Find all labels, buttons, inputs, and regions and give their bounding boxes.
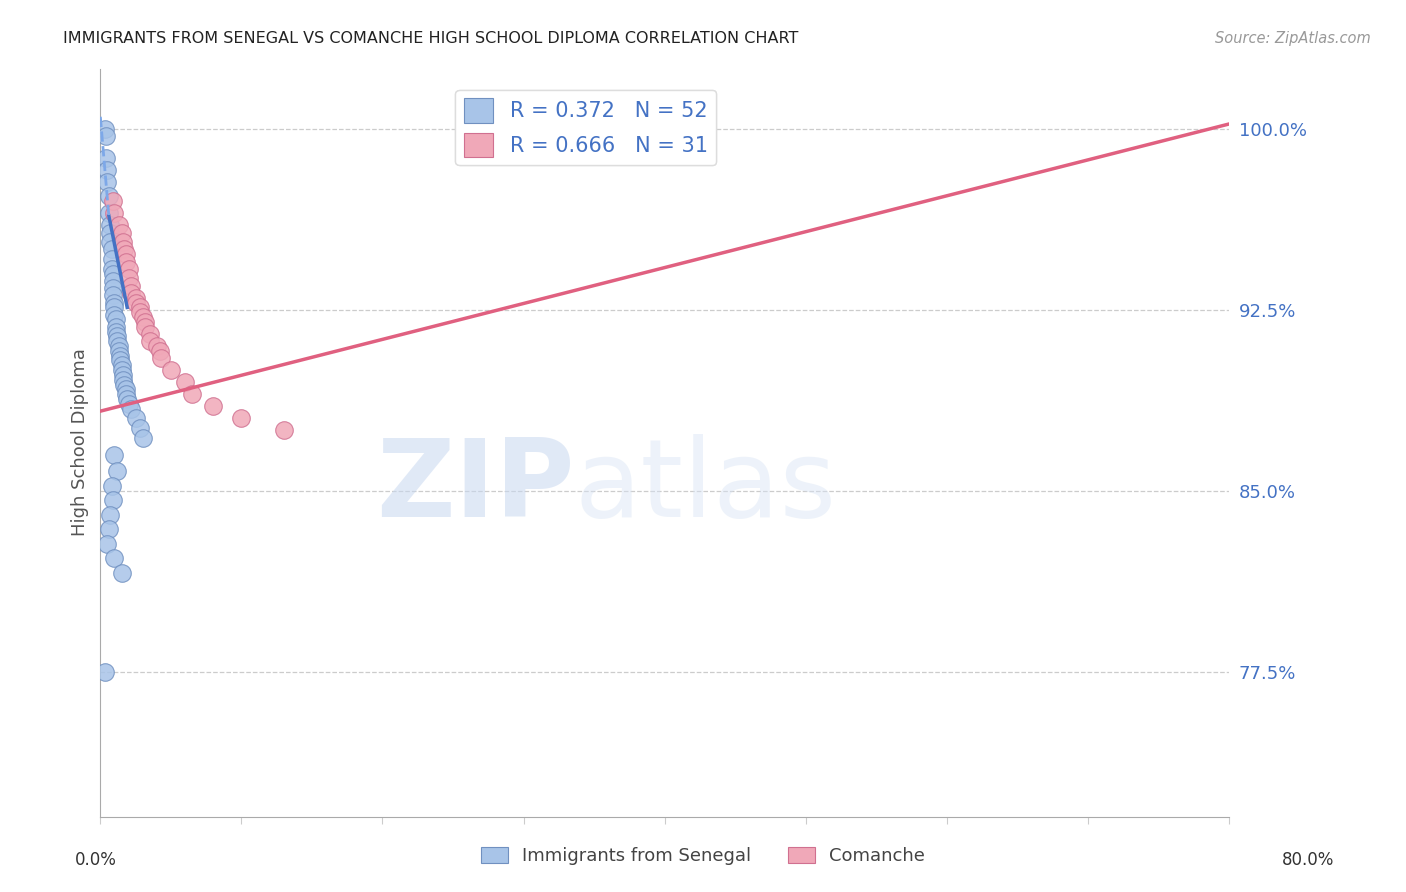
Point bbox=[110, 566, 132, 580]
Text: 0.0%: 0.0% bbox=[75, 851, 117, 869]
Point bbox=[696, 121, 718, 136]
Point bbox=[103, 551, 125, 566]
Point bbox=[111, 235, 134, 250]
Point bbox=[108, 349, 131, 363]
Point bbox=[110, 226, 132, 240]
Point bbox=[98, 235, 121, 250]
Point bbox=[97, 522, 120, 536]
Point bbox=[120, 285, 142, 300]
Point bbox=[112, 243, 135, 257]
Point bbox=[105, 334, 128, 348]
Y-axis label: High School Diploma: High School Diploma bbox=[72, 349, 89, 536]
Point bbox=[100, 479, 122, 493]
Point bbox=[107, 343, 129, 358]
Point bbox=[100, 261, 122, 276]
Point bbox=[117, 397, 139, 411]
Point bbox=[104, 325, 127, 339]
Point bbox=[98, 219, 121, 233]
Point bbox=[93, 665, 115, 679]
Point bbox=[138, 326, 160, 341]
Point bbox=[93, 121, 115, 136]
Point bbox=[120, 401, 142, 416]
Point bbox=[107, 219, 129, 233]
Point bbox=[103, 301, 125, 315]
Text: IMMIGRANTS FROM SENEGAL VS COMANCHE HIGH SCHOOL DIPLOMA CORRELATION CHART: IMMIGRANTS FROM SENEGAL VS COMANCHE HIGH… bbox=[63, 31, 799, 46]
Point bbox=[174, 375, 197, 389]
Point bbox=[114, 254, 136, 268]
Point bbox=[128, 421, 150, 435]
Point bbox=[105, 465, 128, 479]
Point bbox=[94, 151, 117, 165]
Point bbox=[104, 312, 127, 326]
Point bbox=[131, 310, 153, 324]
Point bbox=[100, 252, 122, 267]
Legend: Immigrants from Senegal, Comanche: Immigrants from Senegal, Comanche bbox=[474, 839, 932, 872]
Text: ZIP: ZIP bbox=[375, 434, 574, 541]
Point bbox=[101, 281, 124, 295]
Point bbox=[101, 274, 124, 288]
Point bbox=[103, 206, 125, 220]
Point bbox=[146, 339, 169, 353]
Point bbox=[114, 383, 136, 397]
Point bbox=[101, 288, 124, 302]
Text: atlas: atlas bbox=[574, 434, 837, 541]
Point bbox=[96, 175, 118, 189]
Point bbox=[103, 308, 125, 322]
Point bbox=[110, 363, 132, 377]
Point bbox=[94, 129, 117, 144]
Point bbox=[160, 363, 183, 377]
Point bbox=[128, 305, 150, 319]
Point bbox=[273, 424, 295, 438]
Point bbox=[117, 271, 139, 285]
Point bbox=[112, 377, 135, 392]
Point bbox=[124, 295, 146, 310]
Point bbox=[231, 411, 253, 425]
Point bbox=[111, 368, 134, 382]
Point bbox=[100, 243, 122, 257]
Point bbox=[105, 329, 128, 343]
Point bbox=[134, 319, 156, 334]
Point bbox=[96, 537, 118, 551]
Point bbox=[114, 247, 136, 261]
Point bbox=[96, 162, 118, 177]
Point bbox=[97, 206, 120, 220]
Point bbox=[107, 339, 129, 353]
Point bbox=[134, 315, 156, 329]
Legend: R = 0.372   N = 52, R = 0.666   N = 31: R = 0.372 N = 52, R = 0.666 N = 31 bbox=[456, 90, 716, 165]
Text: Source: ZipAtlas.com: Source: ZipAtlas.com bbox=[1215, 31, 1371, 46]
Point bbox=[181, 387, 204, 401]
Point bbox=[111, 373, 134, 387]
Point bbox=[120, 278, 142, 293]
Point bbox=[150, 351, 173, 365]
Point bbox=[124, 291, 146, 305]
Point bbox=[114, 387, 136, 401]
Point bbox=[149, 343, 172, 358]
Point bbox=[108, 353, 131, 368]
Point bbox=[101, 194, 124, 209]
Point bbox=[101, 493, 124, 508]
Point bbox=[202, 400, 225, 414]
Point bbox=[104, 319, 127, 334]
Point bbox=[97, 189, 120, 203]
Point bbox=[103, 295, 125, 310]
Point bbox=[103, 448, 125, 462]
Point bbox=[131, 431, 153, 445]
Text: 80.0%: 80.0% bbox=[1281, 851, 1334, 869]
Point bbox=[98, 226, 121, 240]
Point bbox=[110, 359, 132, 373]
Point bbox=[98, 508, 121, 522]
Point bbox=[128, 301, 150, 315]
Point bbox=[117, 261, 139, 276]
Point bbox=[101, 267, 124, 281]
Point bbox=[115, 392, 138, 406]
Point bbox=[124, 411, 146, 425]
Point bbox=[138, 334, 160, 348]
